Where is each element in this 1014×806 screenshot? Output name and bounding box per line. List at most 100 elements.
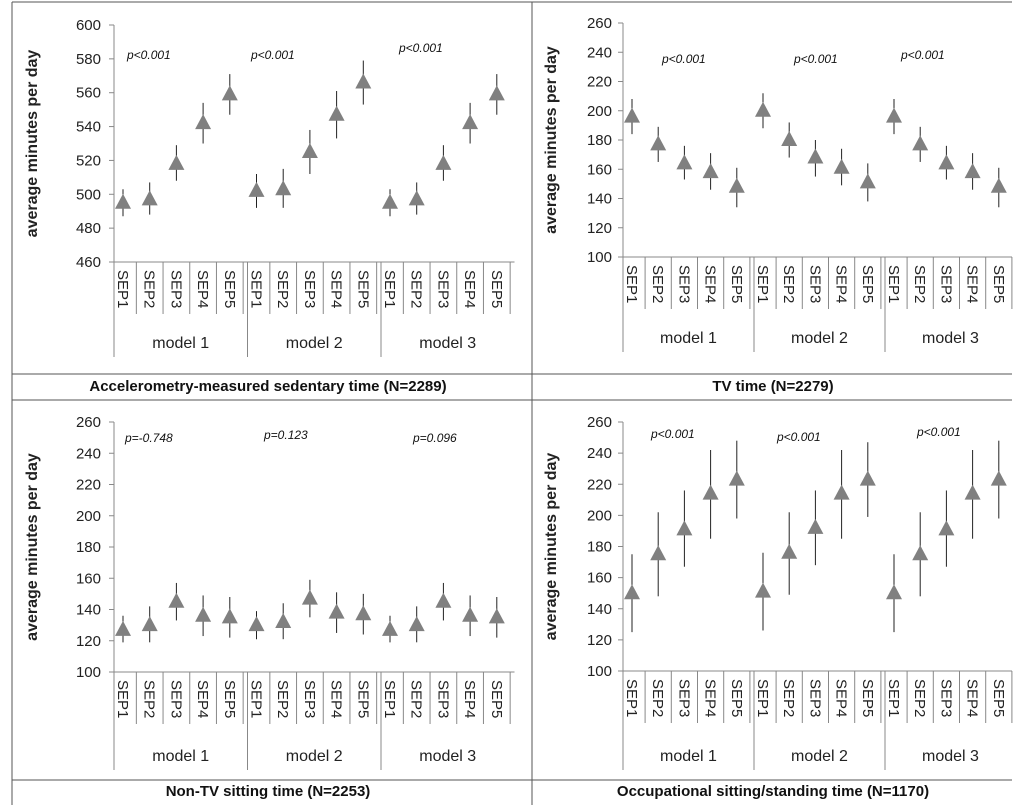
- y-tick-label: 160: [587, 161, 612, 178]
- y-tick-label: 200: [587, 507, 612, 524]
- category-label: SEP5: [221, 270, 238, 308]
- category-label: SEP3: [434, 270, 451, 308]
- y-tick-label: 220: [76, 477, 101, 494]
- category-label: SEP3: [806, 679, 823, 717]
- data-point-marker: [221, 608, 238, 624]
- data-point-marker: [195, 114, 212, 130]
- y-tick-label: 480: [76, 220, 101, 237]
- category-label: SEP1: [248, 270, 265, 308]
- y-tick-label: 460: [76, 254, 101, 271]
- category-label: SEP2: [780, 679, 797, 717]
- data-point-marker: [964, 484, 981, 500]
- category-label: SEP5: [488, 680, 505, 718]
- category-label: SEP2: [141, 680, 158, 718]
- data-point-marker: [702, 484, 719, 500]
- data-point-marker: [141, 616, 158, 632]
- chart-panel-2: 100 120 140 160 180 200 220 240 260 average minut…: [543, 15, 1013, 395]
- category-label: SEP4: [461, 270, 478, 308]
- data-point-marker: [833, 484, 850, 500]
- category-label: SEP3: [675, 265, 692, 303]
- p-value-annotation: p=0.096: [412, 431, 457, 445]
- category-label: SEP3: [937, 679, 954, 717]
- category-label: SEP1: [114, 680, 131, 718]
- chart-panel-1: 460 480 500 520 540 560 580 600 average minutes …: [24, 17, 515, 395]
- model-label: model 2: [791, 330, 848, 347]
- data-point-marker: [435, 592, 452, 608]
- data-point-marker: [781, 543, 798, 559]
- category-label: SEP5: [859, 679, 876, 717]
- data-point-marker: [859, 470, 876, 486]
- data-point-marker: [488, 608, 505, 624]
- category-label: SEP4: [194, 680, 211, 718]
- data-point-marker: [168, 154, 185, 170]
- p-value-annotation: p<0.001: [776, 430, 821, 444]
- category-label: SEP4: [833, 265, 850, 303]
- data-point-marker: [755, 582, 771, 598]
- data-point-marker: [676, 520, 693, 536]
- data-point-marker: [275, 613, 292, 628]
- category-label: SEP4: [461, 680, 478, 718]
- y-tick-label: 180: [76, 539, 101, 556]
- y-axis-label: average minutes per day: [24, 453, 41, 641]
- category-label: SEP5: [728, 679, 745, 717]
- category-label: SEP5: [990, 265, 1007, 303]
- p-value-annotation: p<0.001: [398, 41, 443, 55]
- data-point-marker: [382, 620, 398, 636]
- data-point-marker: [195, 606, 212, 622]
- y-tick-label: 140: [587, 601, 612, 618]
- data-point-marker: [462, 606, 479, 622]
- category-label: SEP2: [911, 265, 928, 303]
- y-tick-label: 200: [587, 103, 612, 120]
- category-label: SEP4: [833, 679, 850, 717]
- data-point-marker: [328, 105, 345, 121]
- category-label: SEP5: [990, 679, 1007, 717]
- y-tick-label: 120: [76, 633, 101, 650]
- model-label: model 1: [152, 335, 209, 352]
- category-label: SEP2: [408, 270, 425, 308]
- model-label: model 2: [286, 748, 343, 765]
- y-axis-label: average minutes per day: [543, 453, 560, 641]
- data-point-marker: [408, 616, 425, 632]
- data-point-marker: [912, 135, 929, 151]
- category-label: SEP1: [754, 265, 771, 303]
- data-point-marker: [355, 73, 372, 89]
- data-point-marker: [807, 148, 824, 164]
- category-label: SEP3: [806, 265, 823, 303]
- model-label: model 3: [419, 335, 476, 352]
- category-label: SEP2: [780, 265, 797, 303]
- p-value-annotation: p=0.123: [263, 428, 308, 442]
- y-tick-label: 240: [587, 445, 612, 462]
- y-tick-label: 180: [587, 132, 612, 149]
- data-point-marker: [755, 101, 771, 117]
- category-label: SEP2: [649, 265, 666, 303]
- category-label: SEP4: [328, 270, 345, 308]
- data-point-marker: [488, 85, 505, 101]
- y-tick-label: 540: [76, 119, 101, 136]
- model-label: model 1: [660, 330, 717, 347]
- p-value-annotation: p<0.001: [250, 48, 295, 62]
- data-point-marker: [355, 605, 372, 621]
- category-label: SEP3: [937, 265, 954, 303]
- y-tick-label: 560: [76, 85, 101, 102]
- y-tick-label: 200: [76, 508, 101, 525]
- y-tick-label: 120: [587, 632, 612, 649]
- data-point-marker: [781, 131, 798, 146]
- chart-title: Non-TV sitting time (N=2253): [166, 783, 371, 800]
- data-point-marker: [650, 545, 667, 561]
- y-tick-label: 100: [76, 664, 101, 681]
- data-point-marker: [328, 603, 345, 619]
- p-value-annotation: p<0.001: [793, 52, 838, 66]
- data-point-marker: [141, 190, 158, 206]
- category-label: SEP3: [301, 680, 318, 718]
- data-point-marker: [990, 470, 1007, 486]
- data-point-marker: [702, 163, 719, 179]
- data-point-marker: [248, 616, 265, 632]
- data-point-marker: [275, 180, 292, 196]
- data-point-marker: [382, 193, 398, 209]
- y-tick-label: 600: [76, 17, 101, 34]
- y-tick-label: 120: [587, 220, 612, 237]
- data-point-marker: [115, 620, 131, 636]
- category-label: SEP1: [248, 680, 265, 718]
- y-tick-label: 160: [76, 570, 101, 587]
